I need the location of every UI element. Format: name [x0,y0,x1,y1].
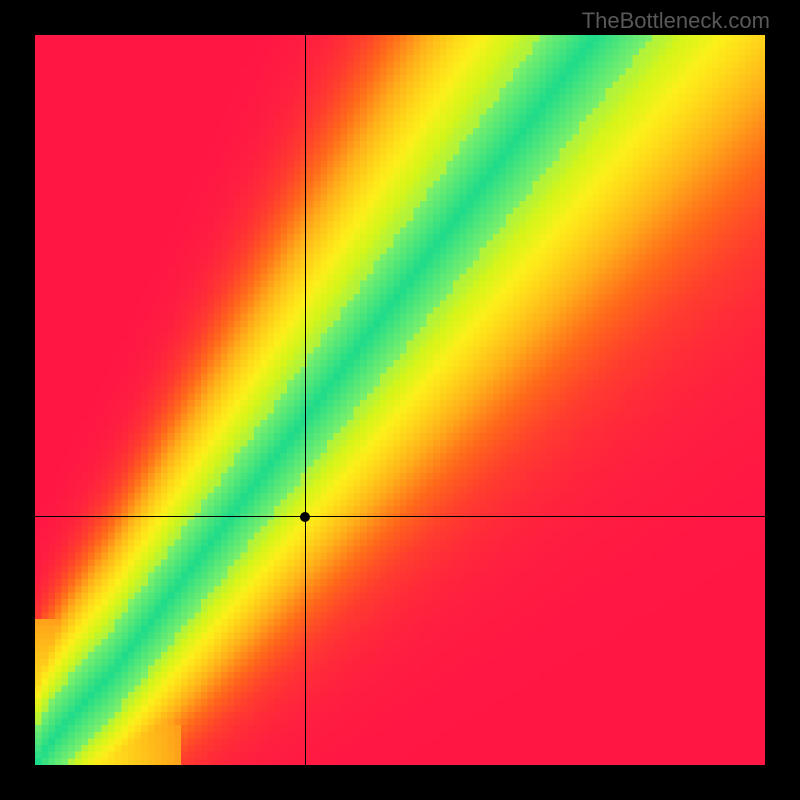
crosshair-marker[interactable] [300,512,310,522]
chart-container: TheBottleneck.com [0,0,800,800]
crosshair-vertical [305,35,306,765]
watermark-text: TheBottleneck.com [582,8,770,34]
crosshair-horizontal [35,516,765,517]
plot-area [35,35,765,765]
heatmap-canvas [35,35,765,765]
